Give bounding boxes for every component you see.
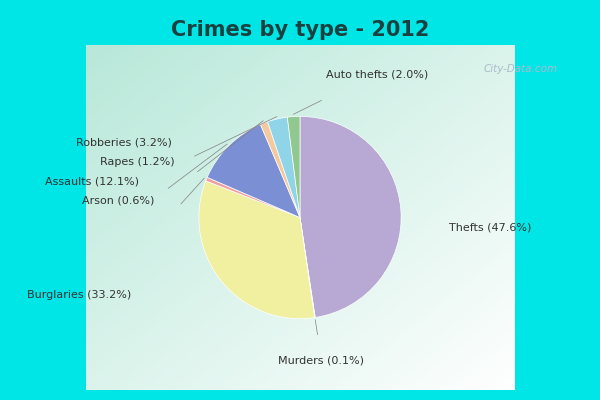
Wedge shape — [260, 122, 300, 218]
Text: Crimes by type - 2012: Crimes by type - 2012 — [171, 20, 429, 40]
Text: Auto thefts (2.0%): Auto thefts (2.0%) — [326, 70, 428, 80]
Wedge shape — [206, 177, 300, 218]
Text: Robberies (3.2%): Robberies (3.2%) — [76, 138, 172, 148]
Wedge shape — [300, 218, 315, 318]
Text: Rapes (1.2%): Rapes (1.2%) — [100, 156, 175, 166]
Wedge shape — [199, 181, 314, 319]
Wedge shape — [207, 124, 300, 218]
Text: Burglaries (33.2%): Burglaries (33.2%) — [27, 290, 131, 300]
Wedge shape — [287, 116, 300, 218]
Wedge shape — [268, 117, 300, 218]
Text: Assaults (12.1%): Assaults (12.1%) — [46, 177, 139, 187]
Text: Murders (0.1%): Murders (0.1%) — [278, 355, 364, 365]
Text: City-Data.com: City-Data.com — [484, 64, 558, 74]
Wedge shape — [300, 116, 401, 318]
Text: Arson (0.6%): Arson (0.6%) — [82, 196, 155, 206]
Text: Thefts (47.6%): Thefts (47.6%) — [449, 222, 531, 232]
